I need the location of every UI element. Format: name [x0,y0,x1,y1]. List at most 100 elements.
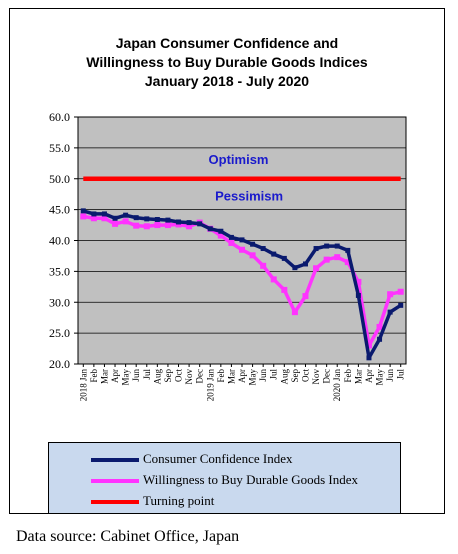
y-tick-label: 25.0 [49,326,70,340]
data-point-consumer_confidence [144,216,150,222]
data-point-consumer_confidence [377,336,383,342]
data-point-durable_goods [186,223,193,230]
x-tick-label: 2019 Jan [205,369,215,402]
y-tick-label: 60.0 [49,110,70,124]
legend-label-durable-goods: Willingness to Buy Durable Goods Index [143,472,359,487]
x-tick-label: Jun [385,369,395,382]
data-point-durable_goods [376,323,383,330]
data-point-consumer_confidence [186,220,192,226]
data-point-consumer_confidence [218,228,224,234]
data-point-consumer_confidence [260,246,266,252]
x-tick-label: Dec [195,369,205,384]
legend-item-turning-point: Turning point [49,492,400,510]
x-tick-label: Sep [290,369,300,383]
data-point-durable_goods [355,278,362,285]
x-tick-label: Dec [322,369,332,384]
data-point-consumer_confidence [91,211,97,217]
x-tick-label: Feb [343,369,353,383]
data-point-durable_goods [270,276,277,283]
data-point-consumer_confidence [165,217,171,223]
x-tick-label: 2018 Jan [78,369,88,402]
data-point-consumer_confidence [123,212,129,218]
x-tick-label: Feb [89,369,99,383]
chart-title: Japan Consumer Confidence and Willingnes… [9,34,445,91]
data-point-durable_goods [302,293,309,300]
legend-swatch-consumer-confidence [91,458,139,462]
chart-title-line-1: Japan Consumer Confidence and [115,35,339,51]
y-tick-label: 20.0 [49,357,70,371]
chart-legend: Consumer Confidence Index Willingness to… [48,442,401,514]
x-tick-label: Apr [110,369,120,383]
data-point-durable_goods [365,342,372,349]
data-point-consumer_confidence [154,217,160,223]
legend-label-turning-point: Turning point [143,493,215,508]
data-point-durable_goods [112,220,119,227]
legend-item-durable-goods: Willingness to Buy Durable Goods Index [49,471,400,489]
data-point-durable_goods [80,213,87,220]
data-point-durable_goods [217,232,224,239]
x-tick-label: Jul [396,369,406,380]
x-tick-label: 2020 Jan [332,369,342,402]
x-tick-label: May [375,369,385,386]
x-tick-label: Mar [99,369,109,384]
y-tick-label: 30.0 [49,295,70,309]
x-tick-label: Jul [269,369,279,380]
legend-label-consumer-confidence: Consumer Confidence Index [143,451,293,466]
data-point-consumer_confidence [345,247,351,253]
data-point-durable_goods [260,262,267,269]
legend-swatch-turning-point [91,500,139,504]
annotation-optimism: Optimism [209,152,269,167]
x-tick-label: Aug [279,369,289,385]
data-point-consumer_confidence [387,309,393,315]
data-point-durable_goods [164,222,171,229]
x-tick-label: Sep [163,369,173,383]
data-point-consumer_confidence [281,255,287,261]
data-point-consumer_confidence [101,211,107,217]
data-point-consumer_confidence [355,292,361,298]
data-point-consumer_confidence [228,234,234,240]
data-point-durable_goods [281,286,288,293]
data-point-durable_goods [239,246,245,253]
data-point-durable_goods [291,309,298,316]
data-point-durable_goods [154,222,161,229]
data-point-durable_goods [228,239,235,246]
data-point-consumer_confidence [271,251,277,257]
x-tick-label: Mar [353,369,363,384]
x-tick-label: Oct [174,369,184,382]
y-tick-label: 35.0 [49,264,70,278]
data-point-consumer_confidence [112,215,118,221]
data-point-durable_goods [397,288,404,295]
x-tick-label: Mar [226,369,236,384]
data-point-consumer_confidence [133,215,139,221]
data-point-consumer_confidence [176,219,182,225]
data-point-durable_goods [90,215,97,222]
data-point-durable_goods [249,252,256,259]
x-tick-label: Aug [152,369,162,385]
x-tick-label: Feb [216,369,226,383]
data-point-consumer_confidence [250,241,256,247]
data-source-note: Data source: Cabinet Office, Japan [16,528,240,545]
x-tick-label: May [121,369,131,386]
x-tick-label: Apr [237,369,247,383]
data-point-durable_goods [122,218,129,225]
data-point-durable_goods [143,223,150,230]
x-tick-label: Jun [131,369,141,382]
x-tick-label: Nov [311,369,321,385]
data-point-durable_goods [334,254,341,261]
x-tick-label: May [248,369,258,386]
x-tick-label: Jul [142,369,152,380]
data-point-consumer_confidence [334,243,340,249]
legend-swatch-durable-goods [91,479,139,483]
data-point-consumer_confidence [398,302,404,308]
y-tick-label: 40.0 [49,234,70,248]
y-tick-label: 45.0 [49,203,70,217]
data-point-consumer_confidence [292,265,298,271]
x-tick-label: Oct [300,369,310,382]
data-point-durable_goods [344,259,351,266]
data-point-durable_goods [323,256,330,263]
x-tick-label: Nov [184,369,194,385]
legend-item-consumer-confidence: Consumer Confidence Index [49,450,400,468]
x-tick-label: Apr [364,369,374,383]
data-point-consumer_confidence [324,243,330,249]
